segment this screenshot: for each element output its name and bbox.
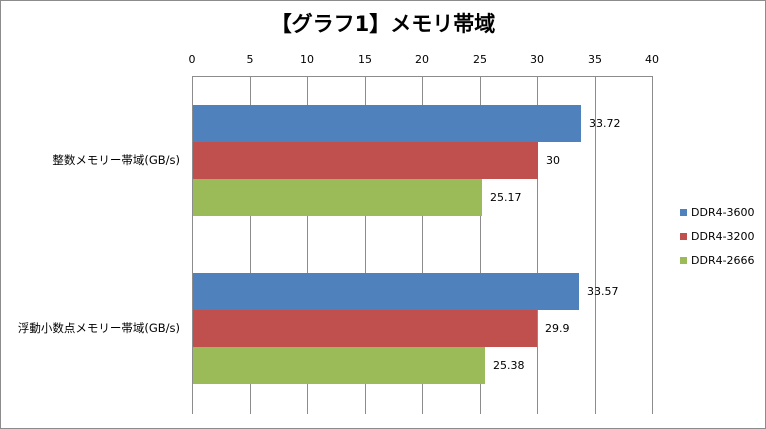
bar-ddr4-3200	[193, 142, 538, 179]
data-label: 25.17	[490, 191, 522, 204]
data-label: 25.38	[493, 359, 525, 372]
gridline	[480, 76, 481, 414]
bar-ddr4-3200	[193, 310, 537, 347]
bar-ddr4-3600	[193, 105, 581, 142]
x-tick-label: 15	[358, 53, 372, 66]
gridline	[365, 76, 366, 414]
x-tick-label: 5	[246, 53, 254, 66]
x-tick-label: 30	[530, 53, 544, 66]
category-label: 整数メモリー帯域(GB/s)	[52, 153, 180, 167]
bar-ddr4-2666	[193, 347, 485, 384]
data-label: 33.72	[589, 117, 621, 130]
x-tick-label: 25	[473, 53, 487, 66]
legend-item-ddr4-3200: DDR4-3200	[680, 230, 755, 243]
x-tick-label: 35	[588, 53, 602, 66]
data-label: 30	[546, 154, 560, 167]
gridline	[652, 76, 653, 414]
legend-label: DDR4-3200	[691, 230, 755, 243]
data-label: 33.57	[587, 285, 619, 298]
legend-swatch-icon	[680, 209, 687, 216]
x-tick-label: 10	[300, 53, 314, 66]
legend-item-ddr4-3600: DDR4-3600	[680, 206, 755, 219]
x-tick-label: 40	[645, 53, 659, 66]
bar-ddr4-2666	[193, 179, 482, 216]
x-tick-label: 20	[415, 53, 429, 66]
gridline	[422, 76, 423, 414]
gridline	[250, 76, 251, 414]
x-tick-label: 0	[188, 53, 196, 66]
legend-swatch-icon	[680, 257, 687, 264]
legend-label: DDR4-2666	[691, 254, 755, 267]
legend-label: DDR4-3600	[691, 206, 755, 219]
bar-ddr4-3600	[193, 273, 579, 310]
chart-title: 【グラフ1】メモリ帯域	[270, 12, 496, 36]
gridline	[537, 76, 538, 414]
legend-swatch-icon	[680, 233, 687, 240]
category-label: 浮動小数点メモリー帯域(GB/s)	[17, 321, 180, 335]
legend-item-ddr4-2666: DDR4-2666	[680, 254, 755, 267]
gridline	[307, 76, 308, 414]
data-label: 29.9	[545, 322, 570, 335]
gridline	[595, 76, 596, 414]
gridline	[192, 76, 193, 414]
